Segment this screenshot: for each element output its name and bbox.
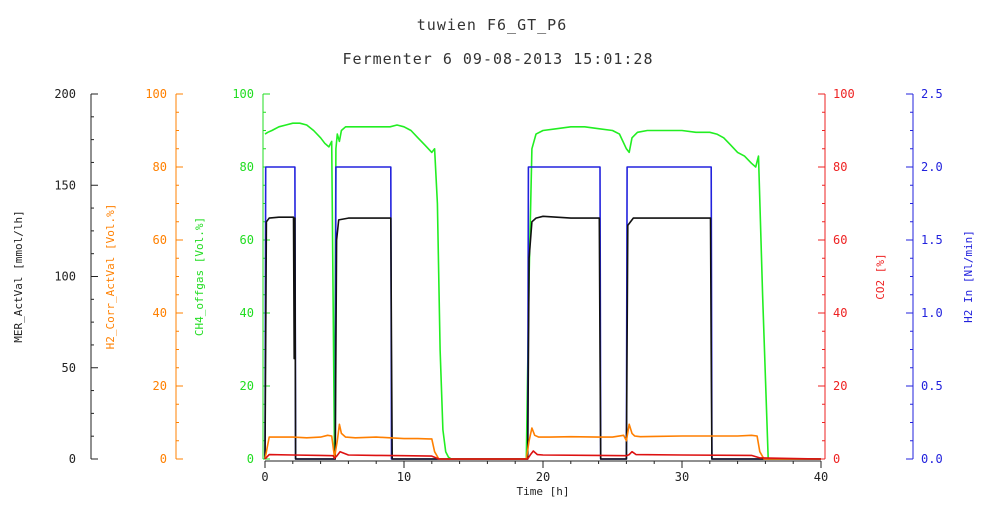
y-tick-label-ch4: 0 [247,452,254,466]
y-tick-label-mer: 0 [69,452,76,466]
y-tick-label-mer: 50 [62,361,76,375]
chart-title: tuwien F6_GT_P6 [417,16,567,34]
x-tick-label: 30 [675,470,689,484]
y-tick-label-h2in: 1.5 [921,233,943,247]
y-tick-label-co2: 100 [833,87,855,101]
x-tick-label: 20 [536,470,550,484]
y-tick-label-ch4: 40 [240,306,254,320]
y-tick-label-h2in: 2.0 [921,160,943,174]
y-tick-label-h2corr: 20 [153,379,167,393]
y-tick-label-co2: 60 [833,233,847,247]
chart-subtitle: Fermenter 6 09-08-2013 15:01:28 [343,50,654,68]
series-line-ch4 [264,122,821,460]
y-tick-label-ch4: 60 [240,233,254,247]
y-tick-label-co2: 20 [833,379,847,393]
y-axis-label-h2corr: H2_Corr_ActVal [Vol.%] [104,204,117,350]
x-axis-label: Time [h] [517,485,570,498]
series-line-mer [264,215,821,460]
y-tick-label-co2: 0 [833,452,840,466]
y-tick-label-h2corr: 100 [145,87,167,101]
y-tick-label-ch4: 100 [232,87,254,101]
series-line-h2corr [264,423,821,460]
y-tick-label-h2corr: 60 [153,233,167,247]
y-tick-label-mer: 150 [54,178,76,192]
series-line-co2 [264,450,822,460]
y-tick-label-h2corr: 0 [160,452,167,466]
y-tick-label-h2in: 2.5 [921,87,943,101]
x-tick-label: 10 [397,470,411,484]
y-tick-label-h2corr: 40 [153,306,167,320]
y-tick-label-mer: 200 [54,87,76,101]
series-layer [264,122,822,460]
y-tick-label-co2: 80 [833,160,847,174]
y-tick-label-h2in: 1.0 [921,306,943,320]
y-tick-label-ch4: 80 [240,160,254,174]
y-axis-label-mer: MER_ActVal [mmol/lh] [12,210,25,342]
y-tick-label-co2: 40 [833,306,847,320]
x-tick-label: 0 [261,470,268,484]
y-axis-label-ch4: CH4_offgas [Vol.%] [193,217,206,336]
y-axis-label-h2in: H2 In [Nl/min] [962,230,975,323]
y-axis-label-co2: CO2 [%] [874,253,887,299]
y-tick-label-h2in: 0.0 [921,452,943,466]
series-line-h2in [264,166,821,460]
y-tick-label-mer: 100 [54,270,76,284]
y-tick-label-h2in: 0.5 [921,379,943,393]
x-tick-label: 40 [814,470,828,484]
y-tick-label-h2corr: 80 [153,160,167,174]
y-tick-label-ch4: 20 [240,379,254,393]
